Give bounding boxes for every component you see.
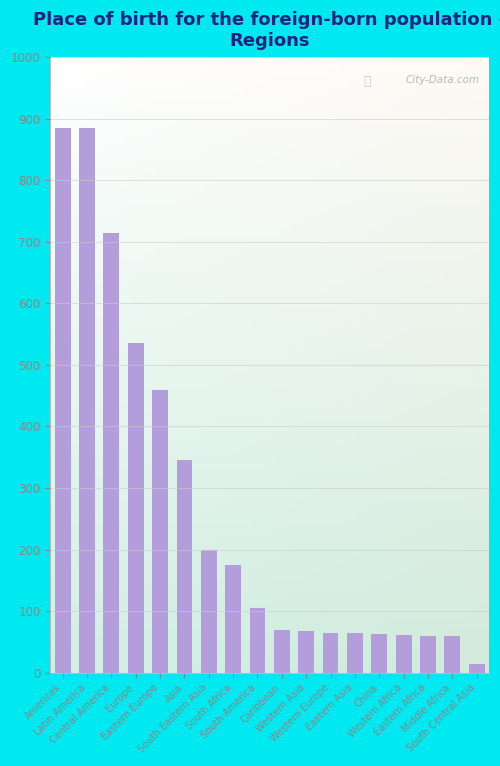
Bar bbox=[298, 631, 314, 673]
Bar bbox=[225, 565, 241, 673]
Bar bbox=[250, 608, 266, 673]
Bar bbox=[79, 128, 95, 673]
Text: ⓘ: ⓘ bbox=[363, 76, 370, 89]
Bar bbox=[444, 636, 460, 673]
Title: Place of birth for the foreign-born population -
Regions: Place of birth for the foreign-born popu… bbox=[33, 11, 500, 50]
Bar bbox=[104, 233, 120, 673]
Bar bbox=[322, 633, 338, 673]
Bar bbox=[128, 343, 144, 673]
Bar bbox=[54, 128, 70, 673]
Bar bbox=[201, 550, 216, 673]
Bar bbox=[469, 663, 484, 673]
Bar bbox=[347, 633, 363, 673]
Bar bbox=[420, 636, 436, 673]
Bar bbox=[274, 630, 290, 673]
Bar bbox=[152, 390, 168, 673]
Bar bbox=[176, 460, 192, 673]
Bar bbox=[372, 634, 387, 673]
Text: City-Data.com: City-Data.com bbox=[406, 76, 480, 86]
Bar bbox=[396, 634, 411, 673]
